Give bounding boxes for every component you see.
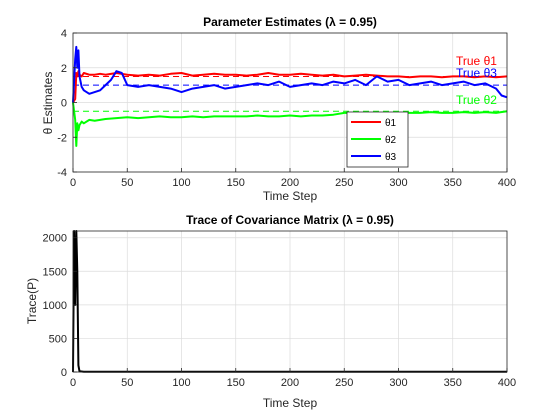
x-tick-label: 0 (70, 377, 76, 389)
y-tick-label: 2 (61, 63, 67, 75)
legend: θ1 θ2 θ3 (346, 111, 409, 168)
series-line (72, 102, 508, 147)
y-tick-label: 4 (61, 28, 67, 40)
x-tick-label: 400 (498, 377, 516, 389)
x-axis-label: Time Step (263, 396, 318, 410)
x-tick-label: 50 (121, 377, 133, 389)
x-tick-label: 200 (281, 177, 299, 189)
true-theta3-label: True θ3 (456, 66, 497, 80)
chart-title: Trace of Covariance Matrix (λ = 0.95) (186, 213, 394, 227)
x-tick-label: 350 (444, 177, 462, 189)
legend-label-theta1: θ1 (385, 118, 397, 129)
x-axis-label: Time Step (263, 189, 318, 203)
x-tick-label: 100 (172, 377, 190, 389)
y-tick-label: -2 (57, 132, 67, 144)
true-theta1-label: True θ1 (456, 54, 497, 68)
y-axis-label: θ Estimates (41, 72, 55, 135)
y-tick-label: 1500 (43, 266, 67, 278)
legend-label-theta3: θ3 (385, 152, 397, 163)
covariance-trace-plot: 0 50 100 150 200 250 300 350 400 0 500 1000 1500 200… (25, 213, 516, 410)
series-line (72, 45, 508, 103)
y-tick-label: 2000 (43, 233, 67, 245)
x-tick-label: 250 (335, 177, 353, 189)
true-theta2-label: True θ2 (456, 93, 497, 107)
x-tick-label: 100 (172, 177, 190, 189)
y-tick-label: -4 (57, 167, 67, 179)
x-tick-label: 150 (227, 377, 245, 389)
x-tick-label: 300 (389, 377, 407, 389)
series-line (72, 70, 508, 104)
x-tick-label: 400 (498, 177, 516, 189)
x-tick-label: 250 (335, 377, 353, 389)
x-tick-label: 150 (227, 177, 245, 189)
legend-label-theta2: θ2 (385, 135, 397, 146)
x-tick-label: 0 (70, 177, 76, 189)
x-tick-label: 50 (121, 177, 133, 189)
x-tick-label: 350 (444, 377, 462, 389)
y-axis-label: Trace(P) (25, 278, 39, 324)
y-tick-label: 1000 (43, 300, 67, 312)
parameter-estimates-plot: 0 50 100 150 200 250 300 350 400 -4 -2 0 2 4 Paramet… (41, 15, 516, 203)
chart-title: Parameter Estimates (λ = 0.95) (203, 15, 377, 29)
x-tick-label: 200 (281, 377, 299, 389)
x-tick-label: 300 (389, 177, 407, 189)
y-tick-label: 0 (61, 367, 67, 379)
y-tick-label: 0 (61, 98, 67, 110)
y-tick-label: 500 (49, 333, 67, 345)
